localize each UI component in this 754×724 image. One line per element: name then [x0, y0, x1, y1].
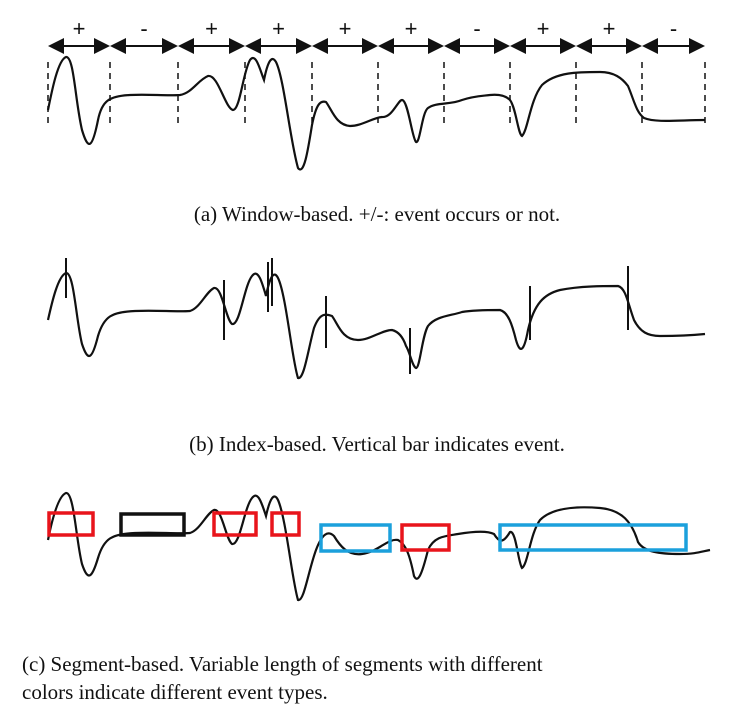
event-segment-0: [47, 511, 95, 537]
signal-curve: [46, 55, 706, 171]
segment-based-figure: [46, 491, 711, 602]
caption-a: (a) Window-based. +/-: event occurs or n…: [193, 202, 561, 226]
event-segment-2: [212, 511, 258, 537]
signal-curve: [46, 491, 711, 602]
event-segments: [47, 511, 688, 553]
index-based-figure: [46, 258, 706, 380]
caption-c: (c) Segment-based. Variable length of se…: [22, 650, 742, 706]
panel-index-based: (b) Index-based. Vertical bar indicates …: [0, 240, 754, 460]
event-segment-5: [400, 523, 451, 552]
event-bars: [65, 258, 629, 374]
event-segment-1: [119, 512, 186, 537]
window-sign-3: +: [272, 16, 285, 41]
caption-c-line1: (c) Segment-based. Variable length of se…: [22, 652, 543, 676]
window-sign-9: -: [670, 16, 677, 41]
event-segment-3: [270, 511, 301, 537]
panel-segment-based: (c) Segment-based. Variable length of se…: [0, 480, 754, 724]
window-sign-0: +: [73, 16, 86, 41]
window-sign-2: +: [205, 16, 218, 41]
event-segment-6: [498, 523, 688, 552]
window-sign-8: +: [603, 16, 616, 41]
window-signs: + - + + + + - + + -: [73, 16, 678, 41]
window-based-figure: + - + + + + - + + -: [46, 16, 706, 171]
window-sign-4: +: [339, 16, 352, 41]
window-sign-5: +: [405, 16, 418, 41]
event-segment-4: [319, 523, 392, 553]
panel-window-based: + - + + + + - + + - (a) Window-based. +/-: event …: [0, 0, 754, 226]
window-sign-7: +: [537, 16, 550, 41]
caption-b: (b) Index-based. Vertical bar indicates …: [189, 432, 565, 456]
window-sign-1: -: [140, 16, 147, 41]
window-sign-6: -: [473, 16, 480, 41]
caption-c-line2: colors indicate different event types.: [22, 680, 328, 704]
signal-curve: [46, 271, 706, 380]
